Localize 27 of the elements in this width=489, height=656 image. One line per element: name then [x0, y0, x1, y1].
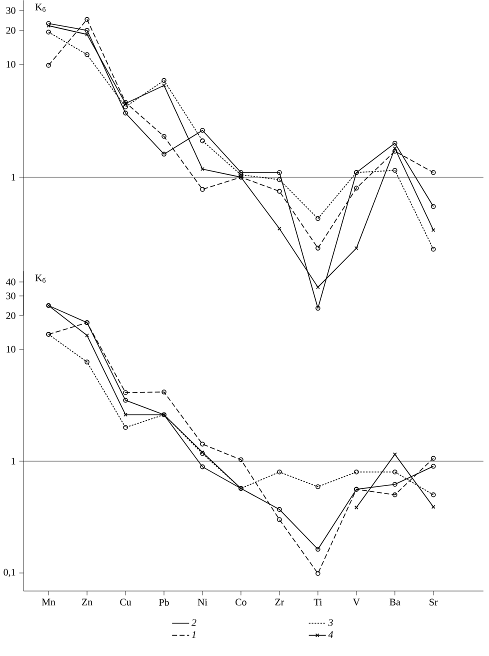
legend-label: 4	[328, 631, 333, 638]
x-tick-label: Zn	[82, 598, 92, 606]
y-tick-label: 1	[11, 174, 15, 180]
y-axis-title: K$_{б}$	[35, 4, 46, 12]
y-tick-label: 40	[6, 278, 16, 286]
legend-label: 1	[192, 631, 196, 638]
y-tick-label: 0,1	[4, 568, 15, 578]
y-tick-label: 10	[6, 346, 16, 353]
x-tick-label: Ni	[198, 598, 208, 606]
y-axis-title: K$_{б}$	[35, 274, 46, 283]
x-tick-label: Zr	[275, 598, 284, 606]
legend-label: 2	[191, 619, 196, 626]
x-tick-label: Co	[235, 598, 246, 606]
x-tick-label: Pb	[158, 598, 169, 606]
y-tick-label: 20	[6, 312, 16, 319]
x-tick-label: V	[352, 598, 360, 606]
x-tick-label: Ti	[314, 598, 322, 606]
legend-label: 3	[328, 619, 333, 626]
y-tick-label: 10	[6, 60, 16, 68]
y-tick-label: 30	[6, 292, 16, 300]
y-tick-label: 1	[11, 458, 15, 464]
x-tick-label: Cu	[120, 598, 131, 606]
x-tick-label: Mn	[42, 598, 56, 606]
y-tick-label: 30	[6, 7, 16, 14]
x-tick-label: Sr	[429, 598, 438, 606]
x-tick-label: Ba	[389, 598, 400, 606]
y-tick-label: 20	[6, 26, 16, 34]
